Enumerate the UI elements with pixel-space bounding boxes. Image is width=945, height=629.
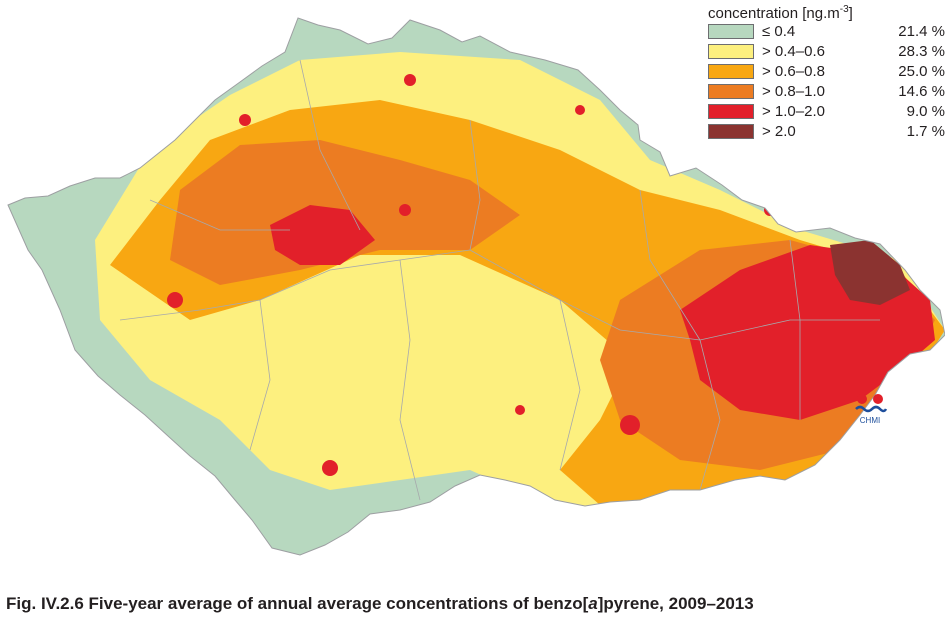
legend-swatch [708,44,754,59]
legend-swatch [708,124,754,139]
legend-label: > 0.6–0.8 [762,63,825,80]
legend-class-1: ≤ 0.4 21.4 % [708,22,945,42]
legend-swatch [708,84,754,99]
legend-swatch [708,64,754,79]
legend-label: > 0.4–0.6 [762,43,825,60]
legend-class-2: > 0.4–0.6 28.3 % [708,42,945,62]
legend-label: > 2.0 [762,123,796,140]
legend-percent: 1.7 % [906,123,945,140]
legend-class-3: > 0.6–0.8 25.0 % [708,62,945,82]
legend-swatch [708,24,754,39]
legend-swatch [708,104,754,119]
legend-percent: 9.0 % [906,103,945,120]
legend-percent: 21.4 % [898,23,945,40]
legend-class-4: > 0.8–1.0 14.6 % [708,82,945,102]
legend-percent: 28.3 % [898,43,945,60]
legend-label: ≤ 0.4 [762,23,796,40]
concentration-map [7,17,945,556]
legend-class-5: > 1.0–2.0 9.0 % [708,102,945,122]
chmi-logo: CHMI [852,390,888,430]
logo-text: CHMI [859,416,881,425]
legend-class-6: > 2.0 1.7 % [708,122,945,142]
figure-caption: Fig. IV.2.6 Five-year average of annual … [6,594,754,613]
legend-percent: 25.0 % [898,63,945,80]
legend-percent: 14.6 % [898,83,945,100]
chmi-emblem-icon [855,394,888,413]
legend-label: > 0.8–1.0 [762,83,825,100]
map-legend: concentration [ng.m-3] ≤ 0.4 21.4 % > 0.… [708,0,945,142]
legend-label: > 1.0–2.0 [762,103,825,120]
legend-title: concentration [ng.m-3] [708,4,853,22]
